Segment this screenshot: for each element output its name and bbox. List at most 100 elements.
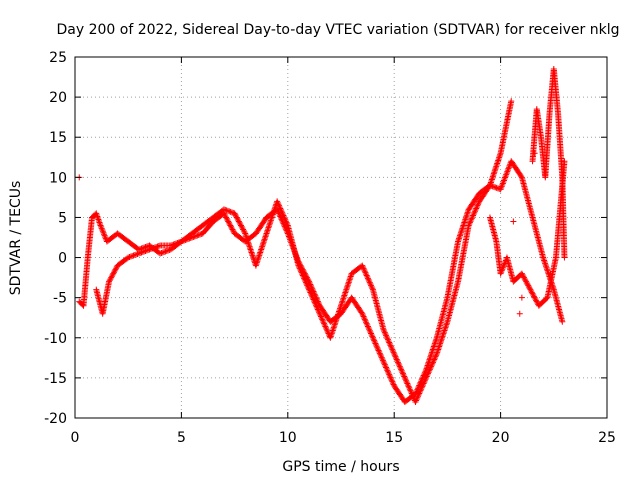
y-axis-label: SDTVAR / TECUs — [8, 181, 24, 296]
data-point — [381, 329, 388, 336]
data-point — [298, 269, 305, 276]
data-point — [392, 353, 399, 360]
data-point — [365, 276, 372, 283]
data-point — [382, 331, 389, 338]
data-point — [520, 273, 527, 280]
data-point — [130, 252, 137, 259]
data-point — [408, 389, 415, 396]
data-point — [425, 369, 432, 376]
data-point — [419, 381, 426, 388]
data-point — [518, 173, 525, 180]
data-point — [400, 372, 407, 379]
data-point — [426, 366, 433, 373]
data-point — [157, 250, 164, 257]
data-point — [429, 360, 436, 367]
data-point — [396, 362, 403, 369]
data-point — [126, 254, 133, 261]
data-point — [430, 359, 437, 366]
data-point — [363, 319, 370, 326]
data-point — [312, 302, 319, 309]
data-point — [239, 225, 246, 232]
data-point — [311, 299, 318, 306]
data-point — [279, 211, 286, 218]
data-point — [508, 98, 515, 105]
data-point — [420, 380, 427, 387]
data-point — [318, 314, 325, 321]
chart-title: Day 200 of 2022, Sidereal Day-to-day VTE… — [57, 22, 620, 38]
data-point — [308, 292, 315, 299]
data-point — [383, 365, 390, 372]
data-point — [502, 173, 509, 180]
data-point — [414, 394, 421, 401]
data-point — [317, 313, 324, 320]
data-point — [150, 245, 157, 252]
data-point — [309, 293, 316, 300]
data-point — [500, 177, 507, 184]
data-point — [301, 275, 308, 282]
data-point — [366, 327, 373, 334]
data-point — [361, 266, 368, 273]
data-point — [383, 364, 390, 371]
data-point — [361, 314, 368, 321]
data-point — [375, 347, 382, 354]
data-point — [475, 201, 482, 208]
data-point — [506, 164, 512, 171]
data-point — [397, 364, 404, 371]
data-point — [518, 270, 525, 277]
data-point — [161, 249, 168, 256]
data-point — [163, 248, 170, 255]
data-point — [306, 286, 313, 293]
data-point — [108, 273, 115, 280]
data-point — [466, 219, 473, 226]
data-point — [393, 355, 400, 362]
data-point — [363, 271, 370, 278]
data-point — [321, 320, 328, 327]
data-point — [387, 374, 394, 381]
data-point — [131, 252, 138, 259]
x-axis-label: GPS time / hours — [282, 459, 399, 475]
data-point — [423, 374, 430, 381]
data-point — [112, 266, 119, 273]
data-point — [401, 373, 408, 380]
data-point — [194, 232, 201, 239]
data-point — [395, 360, 402, 367]
data-point — [233, 213, 240, 220]
data-point — [278, 208, 285, 215]
data-point — [474, 202, 481, 209]
data-point — [324, 327, 331, 334]
data-point — [277, 206, 284, 213]
x-tick-label: 5 — [177, 430, 186, 446]
data-point — [141, 248, 148, 255]
data-point — [418, 384, 425, 391]
data-point — [113, 265, 120, 272]
y-tick-label: 0 — [58, 251, 67, 267]
data-point — [135, 250, 142, 257]
data-point — [107, 275, 114, 282]
data-point — [303, 280, 310, 287]
data-point — [97, 222, 104, 229]
data-point — [399, 370, 406, 377]
x-tick-label: 25 — [598, 430, 616, 446]
data-point — [419, 383, 426, 390]
data-point — [228, 225, 235, 232]
data-point — [533, 297, 540, 304]
data-point — [524, 281, 531, 288]
data-point — [299, 271, 306, 278]
data-point — [162, 248, 169, 255]
data-point — [406, 384, 413, 391]
data-point — [510, 218, 517, 225]
data-point — [238, 223, 245, 230]
data-point — [398, 367, 405, 374]
data-point — [408, 390, 415, 397]
data-point — [364, 323, 371, 330]
data-point — [468, 215, 475, 222]
data-point — [221, 211, 228, 218]
data-point — [231, 210, 238, 217]
data-point — [139, 249, 146, 256]
data-point — [284, 221, 291, 228]
data-point — [102, 234, 109, 241]
data-point — [431, 355, 438, 362]
data-point — [362, 317, 369, 324]
data-point — [193, 232, 200, 239]
data-point — [223, 215, 230, 222]
